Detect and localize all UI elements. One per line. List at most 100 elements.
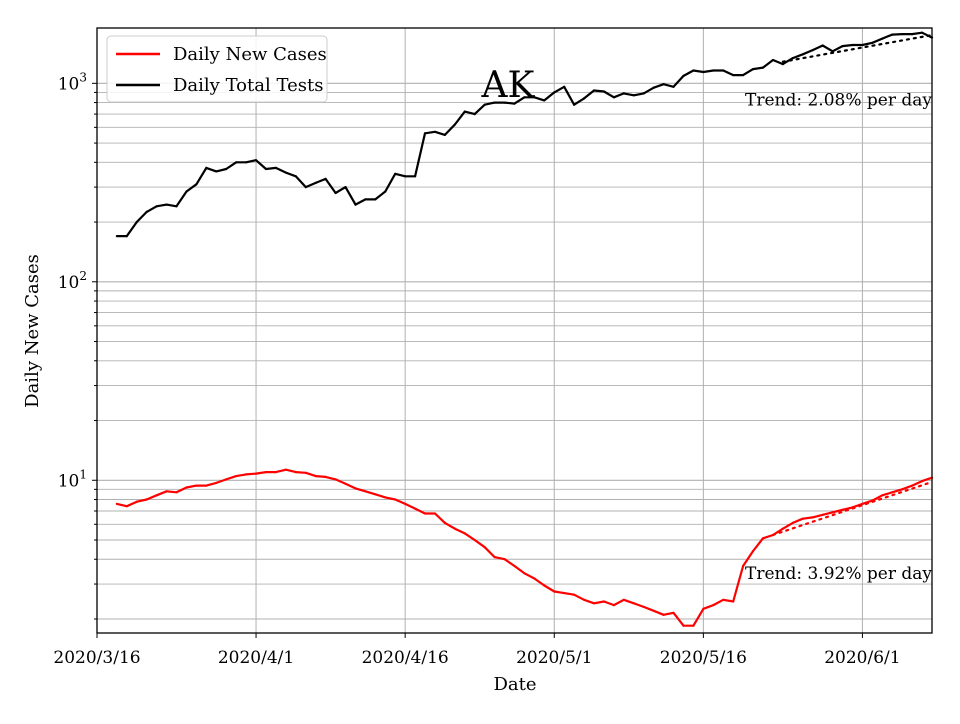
series-layer xyxy=(115,31,934,627)
data-point-daily-new-cases xyxy=(503,558,506,561)
data-point-daily-new-cases xyxy=(284,468,287,471)
x-tick-label: 2020/4/1 xyxy=(218,648,294,668)
data-point-daily-new-cases xyxy=(801,517,804,520)
x-axis-label: Date xyxy=(493,674,536,695)
data-point-daily-total-tests xyxy=(801,53,804,56)
data-point-daily-total-tests xyxy=(254,159,258,162)
trend-label-daily-total-tests: Trend: 2.08% per day xyxy=(745,91,932,111)
data-point-daily-total-tests xyxy=(205,166,208,169)
data-point-daily-total-tests xyxy=(752,68,755,71)
data-point-daily-total-tests xyxy=(851,43,854,47)
data-point-daily-new-cases xyxy=(115,502,118,505)
data-point-daily-new-cases xyxy=(364,490,367,493)
data-point-daily-new-cases xyxy=(682,624,685,627)
data-point-daily-total-tests xyxy=(602,90,606,93)
data-point-daily-total-tests xyxy=(294,175,297,178)
data-point-daily-total-tests xyxy=(453,123,456,126)
data-point-daily-total-tests xyxy=(145,210,148,213)
data-point-daily-new-cases xyxy=(453,527,456,530)
data-point-daily-new-cases xyxy=(752,549,755,553)
data-point-daily-new-cases xyxy=(145,498,148,501)
data-point-daily-total-tests xyxy=(404,175,407,178)
data-point-daily-total-tests xyxy=(563,85,566,88)
y-axis-label: Daily New Cases xyxy=(22,254,43,408)
data-point-daily-new-cases xyxy=(493,556,496,559)
data-point-daily-total-tests xyxy=(374,198,377,201)
data-point-daily-new-cases xyxy=(264,471,268,474)
data-point-daily-new-cases xyxy=(563,592,566,595)
legend-label-daily-total-tests: Daily Total Tests xyxy=(173,75,323,96)
data-point-daily-new-cases xyxy=(433,512,437,515)
data-point-daily-total-tests xyxy=(443,133,446,136)
data-point-daily-total-tests xyxy=(364,198,367,201)
data-point-daily-total-tests xyxy=(165,203,168,206)
data-point-daily-new-cases xyxy=(821,513,824,516)
data-point-daily-total-tests xyxy=(225,167,228,171)
data-point-daily-new-cases xyxy=(722,598,725,601)
data-point-daily-total-tests xyxy=(722,69,725,72)
data-point-daily-new-cases xyxy=(662,613,665,616)
trend-line-daily-new-cases xyxy=(771,480,934,537)
data-point-daily-new-cases xyxy=(672,611,675,614)
data-point-daily-new-cases xyxy=(274,471,277,474)
data-point-daily-total-tests xyxy=(314,181,317,184)
data-point-daily-new-cases xyxy=(344,482,347,485)
data-point-daily-total-tests xyxy=(871,41,874,44)
data-point-daily-new-cases xyxy=(225,478,228,481)
data-point-daily-total-tests xyxy=(642,92,645,95)
y-tick-exponent: 3 xyxy=(79,70,87,84)
data-point-daily-new-cases xyxy=(781,527,785,530)
data-point-daily-total-tests xyxy=(503,101,506,104)
y-tick-label: 101 xyxy=(58,467,87,491)
data-point-daily-total-tests xyxy=(304,186,307,189)
data-point-daily-new-cases xyxy=(602,600,606,603)
data-point-daily-total-tests xyxy=(334,191,337,195)
data-point-daily-new-cases xyxy=(632,602,635,605)
x-tick-label: 2020/5/16 xyxy=(660,648,747,668)
y-tick-base: 10 xyxy=(58,471,80,491)
data-point-daily-new-cases xyxy=(195,484,198,487)
x-tick-label: 2020/5/1 xyxy=(516,648,592,668)
data-point-daily-total-tests xyxy=(553,91,556,94)
y-tick-label: 102 xyxy=(58,269,87,293)
data-point-daily-new-cases xyxy=(185,486,188,489)
grid-layer xyxy=(96,28,932,633)
series-line-daily-new-cases xyxy=(116,468,933,627)
plot-frame xyxy=(96,27,933,634)
data-point-daily-total-tests xyxy=(911,33,914,36)
data-point-daily-new-cases xyxy=(443,521,446,525)
data-point-daily-total-tests xyxy=(135,220,138,224)
data-point-daily-new-cases xyxy=(612,604,616,607)
data-point-daily-total-tests xyxy=(274,166,277,169)
data-point-daily-new-cases xyxy=(374,493,377,496)
data-point-daily-new-cases xyxy=(553,590,556,593)
data-point-daily-total-tests xyxy=(215,170,218,173)
data-point-daily-new-cases xyxy=(881,494,884,497)
data-point-daily-total-tests xyxy=(483,103,486,106)
data-point-daily-total-tests xyxy=(891,33,894,36)
data-point-daily-new-cases xyxy=(533,577,536,580)
data-point-daily-new-cases xyxy=(384,496,387,499)
tick-layer: 2020/3/16 2020/4/1 2020/4/16 2020/5/1 2020/5… xyxy=(53,70,900,668)
data-point-daily-new-cases xyxy=(324,475,327,478)
data-point-daily-new-cases xyxy=(712,604,715,607)
y-tick-label: 103 xyxy=(58,70,87,94)
data-point-daily-total-tests xyxy=(592,89,596,92)
data-point-daily-total-tests xyxy=(284,171,287,174)
data-point-daily-new-cases xyxy=(394,498,397,501)
data-point-daily-new-cases xyxy=(254,472,258,475)
data-point-daily-total-tests xyxy=(702,70,705,74)
y-tick-exponent: 2 xyxy=(79,269,87,283)
data-point-daily-total-tests xyxy=(901,33,904,36)
data-point-daily-total-tests xyxy=(384,190,387,193)
data-point-daily-new-cases xyxy=(473,538,476,542)
data-point-daily-total-tests xyxy=(354,203,357,206)
data-point-daily-total-tests xyxy=(414,175,417,178)
data-point-daily-total-tests xyxy=(861,43,864,47)
x-tick-label: 2020/6/1 xyxy=(824,648,900,668)
data-point-daily-new-cases xyxy=(901,488,904,491)
data-point-daily-total-tests xyxy=(264,167,268,171)
data-point-daily-new-cases xyxy=(861,502,864,505)
data-point-daily-total-tests xyxy=(652,86,655,89)
